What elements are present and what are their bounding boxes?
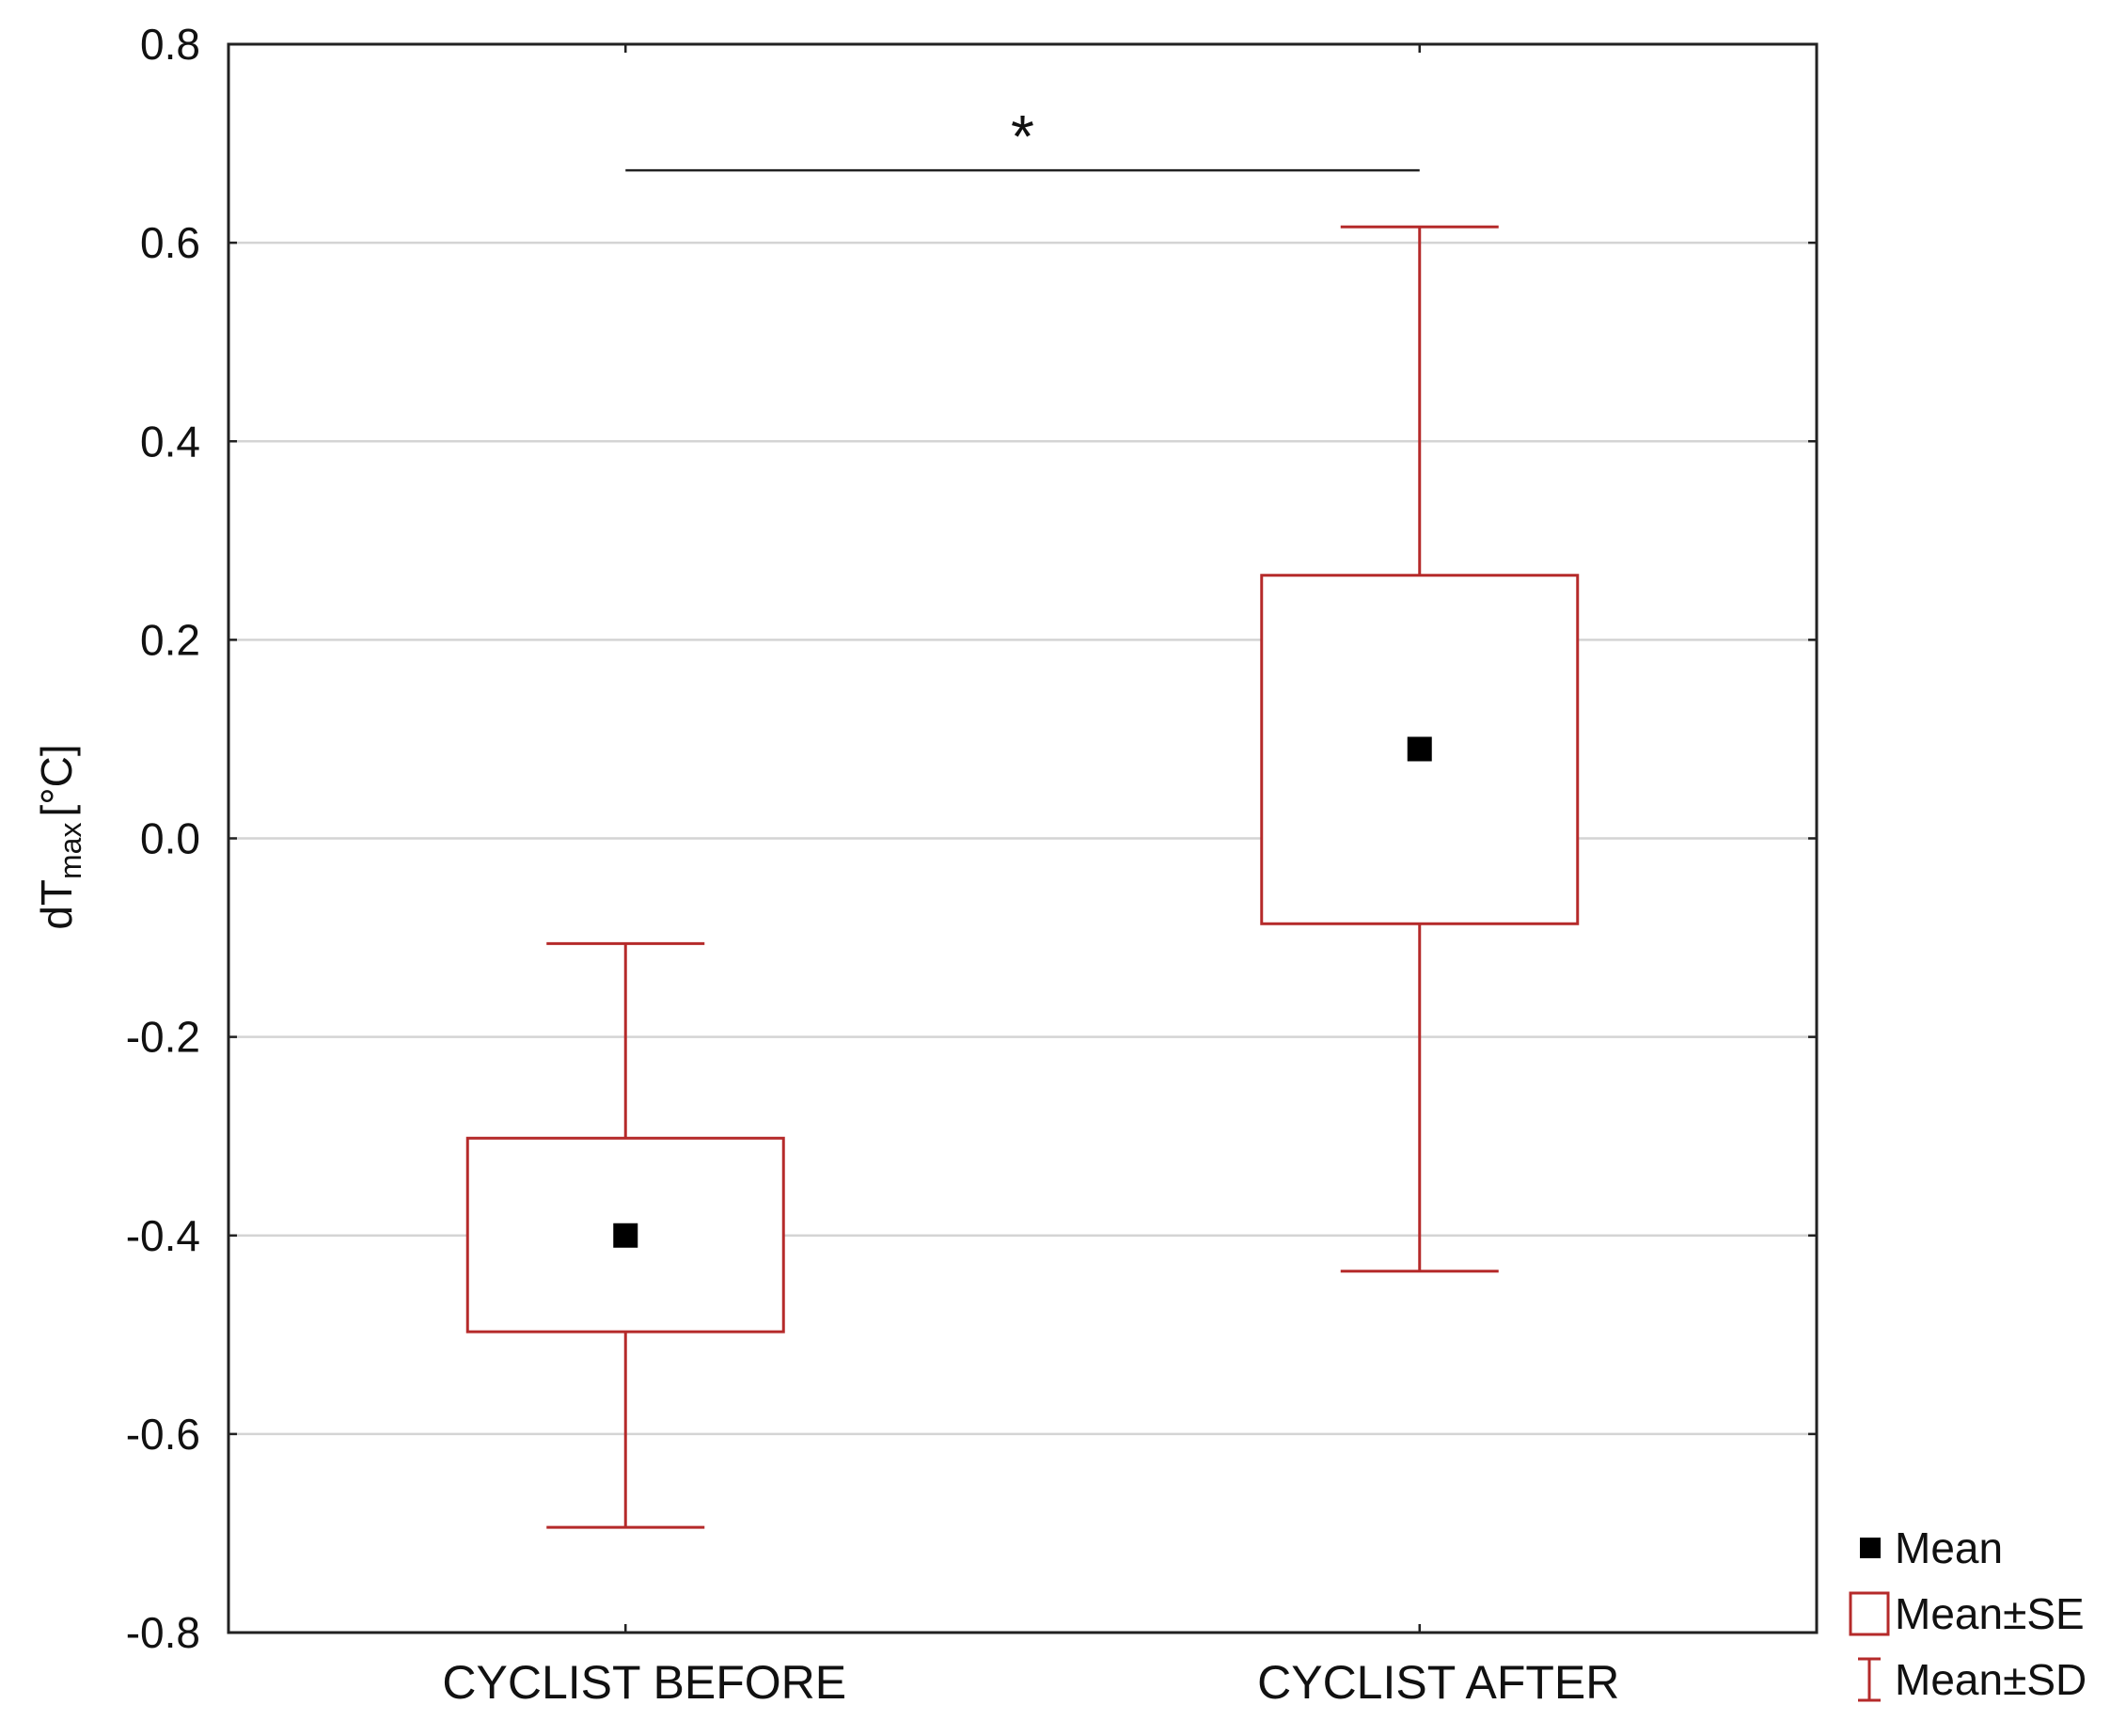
x-tick-label: CYCLIST AFTER	[1257, 1656, 1619, 1709]
y-axis-label-unit: [°C]	[32, 744, 81, 816]
y-tick-label: 0.2	[140, 615, 200, 664]
legend-se-symbol	[1849, 1591, 1890, 1636]
y-tick-label: 0.6	[140, 218, 200, 267]
mean-marker	[1407, 736, 1432, 762]
y-tick-label: 0.0	[140, 814, 200, 863]
y-tick-label: 0.8	[140, 20, 200, 69]
y-tick-label: -0.8	[126, 1608, 200, 1657]
mean-marker	[613, 1223, 638, 1248]
significance-bracket: *	[625, 103, 1420, 172]
axis-ticks	[228, 42, 1817, 1634]
x-tick-label: CYCLIST BEFORE	[442, 1656, 846, 1709]
legend-label: Mean±SD	[1895, 1655, 2087, 1704]
y-tick-label: -0.4	[126, 1211, 200, 1260]
y-tick-label: 0.4	[140, 417, 200, 466]
significance-star: *	[1011, 103, 1034, 170]
y-axis-label-subscript: max	[54, 823, 87, 879]
legend-mean-symbol	[1860, 1538, 1881, 1558]
y-tick-label: -0.2	[126, 1013, 200, 1062]
box-plots	[465, 225, 1580, 1529]
legend-label: Mean	[1895, 1523, 2003, 1572]
y-axis-tick-labels: 0.8 0.6 0.4 0.2 0.0 -0.2 -0.4 -0.6 -0.8	[126, 20, 200, 1657]
y-tick-label: -0.6	[126, 1410, 200, 1459]
x-axis-tick-labels: CYCLIST BEFORE CYCLIST AFTER	[442, 1656, 1619, 1709]
y-axis-label: dTmax [°C]	[32, 744, 87, 929]
legend-label: Mean±SE	[1895, 1589, 2085, 1638]
legend: Mean Mean±SE Mean±SD	[1849, 1523, 2087, 1704]
y-axis-label-main: dT	[32, 879, 81, 930]
